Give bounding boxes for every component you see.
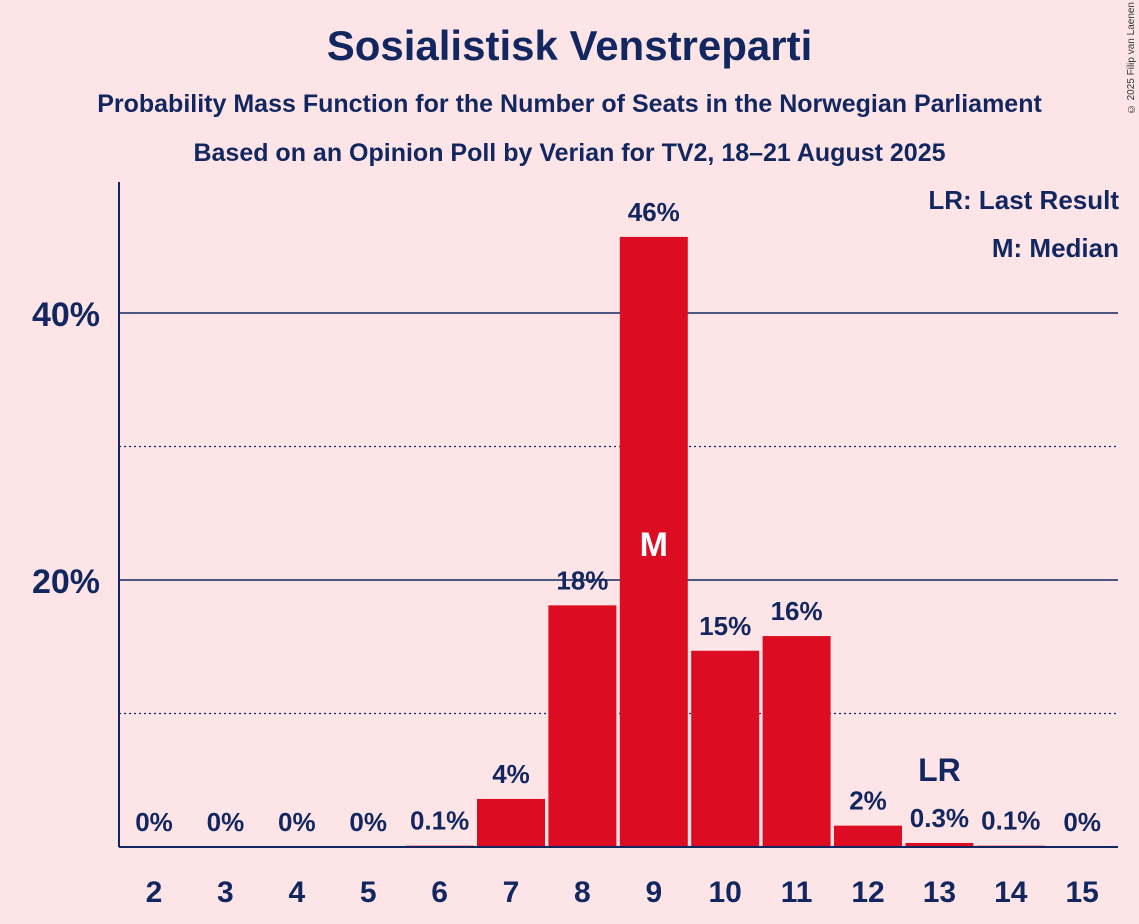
bar-seat-10 (691, 650, 760, 847)
last-result-marker: LR (918, 752, 961, 788)
bar-value-label: 0% (349, 807, 387, 837)
chart-subtitle: Probability Mass Function for the Number… (97, 90, 1042, 118)
x-tick-label: 3 (217, 876, 234, 909)
x-tick-label: 10 (709, 876, 742, 909)
bar-value-label: 15% (699, 611, 751, 641)
bar-seat-8 (548, 605, 617, 847)
bar-value-label: 0.1% (981, 806, 1040, 836)
x-tick-label: 14 (994, 876, 1028, 909)
bar-seat-12 (834, 825, 902, 847)
bar-value-label: 0% (135, 807, 173, 837)
x-tick-label: 13 (923, 876, 956, 909)
bar-value-label: 0% (207, 807, 245, 837)
x-tick-label: 2 (146, 876, 163, 909)
median-marker: M (640, 526, 668, 564)
x-tick-label: 11 (781, 876, 813, 909)
x-tick-label: 6 (431, 876, 448, 909)
bar-value-label: 0.3% (910, 803, 969, 833)
bar-value-label: 0% (1063, 807, 1101, 837)
x-tick-label: 9 (645, 876, 662, 909)
bar-seat-11 (762, 636, 831, 847)
bar-value-label: 16% (771, 596, 823, 626)
bar-value-label: 2% (849, 786, 887, 816)
x-tick-label: 5 (360, 876, 377, 909)
legend-last-result: LR: Last Result (928, 185, 1119, 215)
bar-value-label: 4% (492, 759, 530, 789)
bar-seat-9 (619, 236, 688, 847)
chart-title: Sosialistisk Venstreparti (326, 22, 813, 69)
bar-seat-7 (477, 798, 545, 847)
chart-source: Based on an Opinion Poll by Verian for T… (193, 139, 946, 167)
bar-value-label: 0% (278, 807, 316, 837)
y-tick-label: 20% (32, 563, 100, 601)
bar-value-label: 46% (628, 197, 680, 227)
bar-seat-13 (905, 842, 974, 847)
x-tick-label: 4 (288, 876, 305, 909)
x-tick-label: 12 (851, 876, 884, 909)
bar-value-label: 18% (556, 565, 608, 595)
x-tick-label: 8 (574, 876, 591, 909)
x-tick-label: 15 (1066, 876, 1099, 909)
x-tick-label: 7 (503, 876, 520, 909)
bar-value-label: 0.1% (410, 806, 469, 836)
legend-median: M: Median (991, 233, 1119, 263)
y-tick-label: 40% (32, 296, 100, 334)
